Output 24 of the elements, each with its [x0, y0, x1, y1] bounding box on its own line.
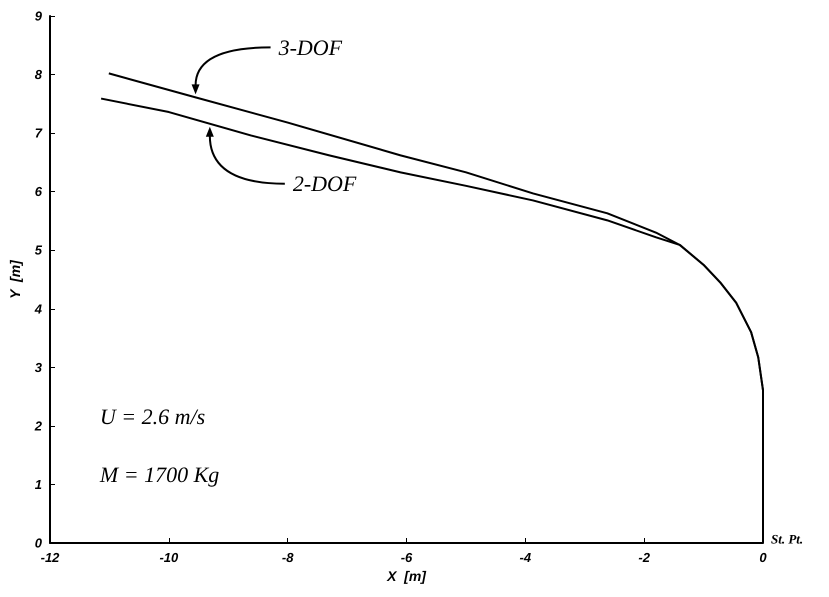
x-tick-label: 0: [759, 550, 768, 565]
y-tick-label: 0: [34, 536, 43, 550]
x-tick-label: -6: [400, 550, 414, 565]
x-tick-label: -12: [40, 550, 60, 565]
x-tick-label: -2: [638, 550, 651, 565]
y-tick-label: 1: [34, 476, 42, 492]
y-tick-label: 3: [34, 360, 43, 375]
annotation: U = 2.6 m/s: [100, 404, 206, 430]
annotation: M = 1700 Kg: [98, 462, 220, 487]
x-tick-label: -4: [520, 550, 532, 565]
annotation: St. Pt.: [771, 532, 804, 546]
text: 3-DOF: [278, 34, 343, 60]
x-tick-label: -10: [159, 550, 179, 565]
y-axis-title: Y [m]: [7, 258, 23, 299]
y-tick-label: 5: [34, 242, 43, 258]
x-tick-label: -8: [282, 550, 294, 565]
x-axis-title: X [m]: [386, 568, 428, 584]
y-tick-label: 9: [34, 8, 43, 24]
y-tick-label: 2: [34, 418, 43, 434]
y-tick-label: 7: [34, 126, 43, 141]
y-tick-label: 6: [34, 184, 43, 200]
y-tick-label: 8: [34, 67, 43, 82]
y-tick-label: 4: [34, 301, 43, 316]
series-label: 2-DOF: [292, 171, 357, 196]
